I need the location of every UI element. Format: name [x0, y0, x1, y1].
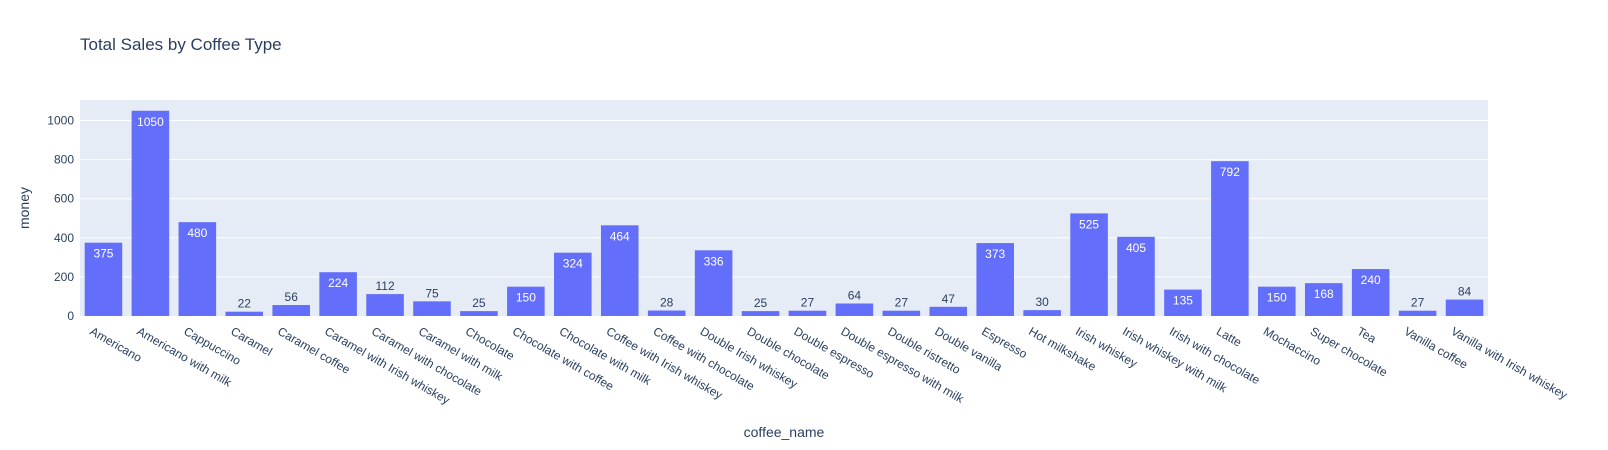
bar-value-label: 480 — [187, 226, 207, 240]
bar-value-label: 28 — [660, 296, 674, 310]
bar-value-label: 525 — [1079, 217, 1099, 231]
plot-area — [80, 100, 1488, 316]
bar — [460, 311, 498, 316]
bar — [976, 243, 1014, 316]
bar-value-label: 25 — [472, 296, 486, 310]
bar-value-label: 336 — [704, 254, 724, 268]
bar — [1117, 236, 1155, 316]
x-axis-title: coffee_name — [744, 424, 825, 440]
grid-lines — [80, 120, 1488, 278]
bar — [929, 306, 968, 316]
bar-value-label: 792 — [1220, 165, 1240, 179]
bar — [600, 225, 639, 316]
x-tick-label: Americano — [88, 324, 145, 365]
y-tick-label: 600 — [54, 192, 74, 206]
bar-value-label: 27 — [801, 296, 815, 310]
bar-value-label: 84 — [1458, 285, 1472, 299]
bar-value-label: 373 — [985, 247, 1005, 261]
bar — [1304, 283, 1343, 316]
bar — [1211, 161, 1249, 316]
bar-value-label: 150 — [1267, 291, 1287, 305]
bar — [694, 250, 733, 316]
bar — [554, 252, 592, 316]
bar — [413, 301, 451, 316]
bar-value-label: 22 — [238, 297, 252, 311]
y-axis-ticks: 0 200 400 600 800 1000 — [47, 114, 74, 323]
bar-value-label: 240 — [1361, 273, 1381, 287]
bar-value-label: 27 — [895, 296, 909, 310]
bar-value-label: 150 — [516, 291, 536, 305]
bar-value-label: 224 — [328, 276, 348, 290]
bar — [131, 110, 170, 316]
bar-value-label: 56 — [285, 290, 299, 304]
x-tick-label: Tea — [1355, 324, 1379, 346]
bar — [366, 294, 404, 316]
bar-value-label: 75 — [425, 286, 439, 300]
x-tick-label: Double espresso — [792, 324, 877, 381]
bar — [507, 286, 545, 316]
bar — [1351, 269, 1390, 316]
x-tick-label: Latte — [1214, 324, 1244, 350]
bar — [1164, 289, 1202, 316]
chart-title: Total Sales by Coffee Type — [80, 35, 282, 54]
bar-value-label: 324 — [563, 257, 583, 271]
y-tick-label: 400 — [54, 231, 74, 245]
y-tick-label: 800 — [54, 153, 74, 167]
bar — [225, 311, 264, 316]
bar — [741, 311, 780, 316]
bar — [1445, 299, 1484, 316]
bar — [178, 222, 217, 316]
y-tick-label: 1000 — [47, 114, 74, 128]
bar-value-label: 405 — [1126, 241, 1146, 255]
bar — [835, 303, 874, 316]
bar — [1070, 213, 1108, 316]
bar-value-label: 47 — [942, 292, 956, 306]
y-tick-label: 0 — [67, 309, 74, 323]
bar — [319, 272, 357, 316]
bar-value-label: 25 — [754, 296, 768, 310]
bar — [788, 310, 827, 316]
data-labels: 375 1050 480 22 56 224 112 75 25 150 324 464 28 336 25… — [93, 115, 1471, 311]
y-axis-title: money — [16, 187, 32, 229]
bar — [1258, 286, 1296, 316]
bar-value-label: 64 — [848, 288, 862, 302]
bar-value-label: 464 — [610, 229, 630, 243]
bar-value-label: 168 — [1314, 287, 1334, 301]
bar — [1023, 310, 1061, 316]
bar-value-label: 30 — [1035, 295, 1049, 309]
bar — [882, 310, 921, 316]
bar-value-label: 112 — [375, 279, 394, 293]
bar — [1398, 310, 1437, 316]
bar-value-label: 27 — [1411, 296, 1425, 310]
bar — [647, 310, 686, 316]
bar-value-label: 135 — [1173, 294, 1193, 308]
bar — [84, 242, 123, 316]
bar-value-label: 1050 — [137, 115, 164, 129]
y-tick-label: 200 — [54, 270, 74, 284]
bars — [84, 110, 1484, 316]
bar-value-label: 375 — [93, 247, 113, 261]
bar — [272, 305, 310, 316]
